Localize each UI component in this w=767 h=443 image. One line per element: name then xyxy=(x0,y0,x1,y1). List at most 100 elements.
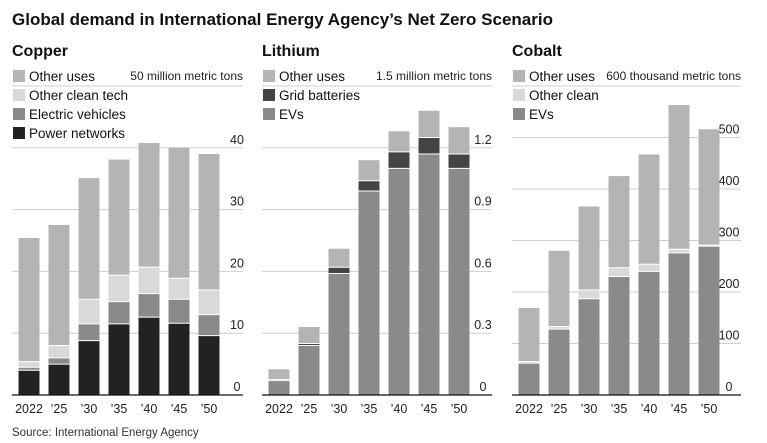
cobalt-bar-other-clean xyxy=(668,249,690,253)
lithium-bar-other-uses xyxy=(418,110,440,138)
lithium-x-tick-label: ’40 xyxy=(391,402,408,416)
lithium-bar-other-uses xyxy=(328,248,350,268)
copper-bar-other-clean-tech xyxy=(48,345,70,358)
lithium-x-tick-label: ’45 xyxy=(421,402,438,416)
copper-x-tick-label: ’35 xyxy=(111,402,128,416)
copper-bar-power-networks xyxy=(78,340,100,395)
cobalt-legend-label-other-uses: Other uses xyxy=(529,69,595,84)
copper-bar-electric-vehicles xyxy=(48,357,70,365)
copper-legend-label-power-networks: Power networks xyxy=(29,126,125,141)
copper-x-tick-label: ’25 xyxy=(51,402,68,416)
cobalt-bar-evs xyxy=(518,363,540,395)
cobalt-x-tick-label: 2022 xyxy=(515,402,543,416)
copper-bar-other-clean-tech xyxy=(18,361,40,368)
cobalt-bar-evs xyxy=(578,298,600,395)
copper-legend-swatch-other-uses xyxy=(13,70,25,82)
copper-y-tick-label: 20 xyxy=(230,256,244,270)
cobalt-legend-label-other-clean: Other clean xyxy=(529,88,599,103)
lithium-bar-grid-batteries xyxy=(298,343,320,346)
lithium-y-tick-label: 0 xyxy=(480,380,487,394)
copper-legend-label-electric-vehicles: Electric vehicles xyxy=(29,107,126,122)
cobalt-x-tick-label: ’35 xyxy=(611,402,628,416)
cobalt-legend-swatch-other-clean xyxy=(513,89,525,101)
lithium-bar-grid-batteries xyxy=(328,267,350,274)
cobalt-bar-other-clean xyxy=(548,326,570,330)
cobalt-bar-evs xyxy=(548,329,570,395)
source-note: Source: International Energy Agency xyxy=(12,427,199,439)
cobalt-x-tick-label: ’45 xyxy=(671,402,688,416)
cobalt-x-tick-label: ’40 xyxy=(641,402,658,416)
lithium-x-tick-label: ’30 xyxy=(331,402,348,416)
cobalt-y-tick-label: 100 xyxy=(719,329,740,343)
lithium-bar-evs xyxy=(298,345,320,395)
copper-bar-power-networks xyxy=(48,364,70,395)
lithium-title: Lithium xyxy=(262,43,320,60)
cobalt-bar-other-uses xyxy=(578,206,600,290)
cobalt-legend-swatch-evs xyxy=(513,108,525,120)
lithium-bar-grid-batteries xyxy=(418,137,440,154)
copper-x-tick-label: ’40 xyxy=(141,402,158,416)
cobalt-unit-label: 600 thousand metric tons xyxy=(606,69,741,83)
copper-bar-other-uses xyxy=(168,147,190,279)
cobalt-legend-label-evs: EVs xyxy=(529,107,554,122)
copper-x-tick-label: ’50 xyxy=(201,402,218,416)
lithium-bar-grid-batteries xyxy=(358,180,380,192)
lithium-x-tick-label: ’50 xyxy=(451,402,468,416)
cobalt-title: Cobalt xyxy=(512,43,562,60)
cobalt-bar-other-clean xyxy=(608,267,630,277)
copper-bar-other-clean-tech xyxy=(168,278,190,300)
cobalt-bar-other-uses xyxy=(548,250,570,327)
copper-bar-power-networks xyxy=(198,335,220,395)
copper-bar-power-networks xyxy=(168,323,190,395)
copper-x-tick-label: ’45 xyxy=(171,402,188,416)
lithium-legend-label-other-uses: Other uses xyxy=(279,69,345,84)
copper-bar-other-uses xyxy=(48,225,70,346)
copper-bar-electric-vehicles xyxy=(108,301,130,324)
copper-bar-other-uses xyxy=(198,154,220,290)
lithium-bar-evs xyxy=(418,154,440,395)
panels: Copper 50 million metric tons 0 10 20 30 40 202… xyxy=(12,43,741,416)
lithium-y-tick-label: 0.9 xyxy=(474,195,491,209)
lithium-legend-label-evs: EVs xyxy=(279,107,304,122)
copper-panel: Copper 50 million metric tons 0 10 20 30 40 202… xyxy=(12,43,244,416)
lithium-y-tick-label: 0.6 xyxy=(474,256,491,270)
lithium-panel: Lithium 1.5 million metric tons 0 0.3 0.6 0.9… xyxy=(262,43,492,416)
cobalt-bar-evs xyxy=(668,252,690,395)
copper-bar-other-uses xyxy=(78,178,100,300)
lithium-legend-swatch-other-uses xyxy=(263,70,275,82)
cobalt-bar-other-uses xyxy=(518,308,540,362)
cobalt-bar-other-clean xyxy=(518,361,540,363)
copper-bar-electric-vehicles xyxy=(168,299,190,324)
cobalt-y-tick-label: 500 xyxy=(719,123,740,137)
cobalt-bar-other-uses xyxy=(668,105,690,250)
copper-bar-other-clean-tech xyxy=(108,275,130,302)
copper-bar-other-uses xyxy=(18,238,40,362)
lithium-bar-grid-batteries xyxy=(448,154,470,169)
lithium-legend-swatch-evs xyxy=(263,108,275,120)
cobalt-x-tick-label: ’25 xyxy=(551,402,568,416)
lithium-bar-evs xyxy=(358,191,380,395)
lithium-bar-evs xyxy=(328,273,350,395)
copper-legend-label-other-clean-tech: Other clean tech xyxy=(29,88,128,103)
copper-bar-power-networks xyxy=(138,317,160,395)
copper-bar-power-networks xyxy=(108,323,130,395)
copper-x-tick-label: ’30 xyxy=(81,402,98,416)
lithium-legend-label-grid-batteries: Grid batteries xyxy=(279,88,360,103)
lithium-bar-other-uses xyxy=(268,369,290,380)
copper-y-tick-label: 0 xyxy=(234,380,241,394)
copper-bar-other-clean-tech xyxy=(78,299,100,324)
lithium-bar-grid-batteries xyxy=(388,151,410,169)
cobalt-y-tick-label: 200 xyxy=(719,277,740,291)
copper-legend-label-other-uses: Other uses xyxy=(29,69,95,84)
lithium-x-tick-label: ’25 xyxy=(301,402,318,416)
cobalt-bar-other-uses xyxy=(698,129,720,246)
copper-bar-electric-vehicles xyxy=(138,293,160,318)
copper-bar-electric-vehicles xyxy=(78,323,100,341)
copper-bar-other-uses xyxy=(138,142,160,268)
copper-x-tick-label: 2022 xyxy=(15,402,43,416)
copper-bar-other-clean-tech xyxy=(198,289,220,315)
cobalt-bar-other-uses xyxy=(638,154,660,265)
lithium-unit-label: 1.5 million metric tons xyxy=(376,69,492,83)
lithium-x-tick-label: 2022 xyxy=(265,402,293,416)
lithium-bar-evs xyxy=(268,380,290,395)
